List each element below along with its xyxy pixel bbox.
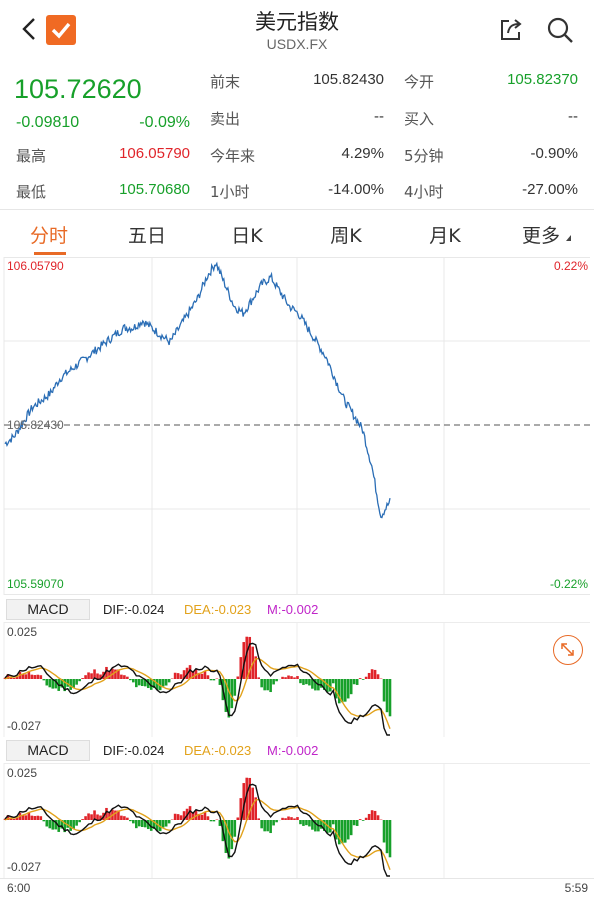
macd-dif-line <box>4 783 390 877</box>
tab-more[interactable]: 更多 <box>521 225 560 247</box>
price-change-pct: -0.09% <box>139 114 190 131</box>
chart-grid <box>3 257 590 595</box>
sell-label: 卖出 <box>210 110 241 128</box>
tab-bar-divider <box>0 209 594 210</box>
pct-axis-top-label: 0.22% <box>553 259 588 273</box>
open-label: 今开 <box>404 73 435 91</box>
prev-close-value: 105.82430 <box>313 71 384 88</box>
low-value: 105.70680 <box>119 181 190 198</box>
ytd-label: 今年来 <box>210 147 256 165</box>
buy-value: -- <box>568 108 578 125</box>
macd-panel-1: MACD DIF:-0.024 DEA:-0.023 M:-0.002 0.02… <box>0 597 594 737</box>
share-icon[interactable] <box>497 16 525 44</box>
macd-grid <box>3 763 590 878</box>
search-icon[interactable] <box>545 15 575 45</box>
price-change: -0.09810 <box>16 114 80 131</box>
back-icon[interactable] <box>18 16 40 42</box>
macd-m: M:-0.002 <box>267 743 319 758</box>
h1-label: 1小时 <box>210 183 250 201</box>
high-label: 最高 <box>16 147 47 165</box>
macd-chart-2 <box>3 763 590 878</box>
y-axis-top-label: 106.05790 <box>7 259 64 273</box>
page-subtitle: USDX.FX <box>266 36 328 52</box>
macd-top-label: 0.025 <box>7 766 38 780</box>
price-line <box>4 261 391 519</box>
macd-dea-line <box>4 798 391 870</box>
tab-monthly-k[interactable]: 月K <box>429 225 461 247</box>
h4-value: -27.00% <box>522 181 578 198</box>
last-price: 105.72620 <box>14 74 142 104</box>
y-axis-mid-label: 105.82430 <box>7 418 64 432</box>
pct-axis-bottom-label: -0.22% <box>549 577 588 591</box>
tab-weekly-k[interactable]: 周K <box>330 225 362 247</box>
expand-icon[interactable] <box>553 635 583 665</box>
macd-bottom-label: -0.027 <box>7 719 42 733</box>
y-axis-bottom-label: 105.59070 <box>7 577 64 591</box>
low-label: 最低 <box>16 183 47 201</box>
tab-daily-k[interactable]: 日K <box>231 225 263 247</box>
bottom-divider <box>0 878 594 879</box>
sell-value: -- <box>374 108 384 125</box>
high-value: 106.05790 <box>119 145 190 162</box>
macd-dif-line <box>4 642 390 736</box>
page-title: 美元指数 <box>255 10 339 34</box>
x-axis-end-label: 5:59 <box>564 881 588 895</box>
macd-indicator-button[interactable]: MACD <box>6 740 90 761</box>
tab-active-indicator <box>34 252 66 255</box>
macd-panel-2: MACD DIF:-0.024 DEA:-0.023 M:-0.002 0.02… <box>0 738 594 878</box>
tab-five-day[interactable]: 五日 <box>127 225 166 247</box>
macd-dif: DIF:-0.024 <box>103 602 165 617</box>
tab-intraday[interactable]: 分时 <box>29 225 68 247</box>
selected-checkbox-icon[interactable] <box>46 15 76 45</box>
macd-dea: DEA:-0.023 <box>184 602 252 617</box>
prev-close-label: 前末 <box>210 73 241 91</box>
open-value: 105.82370 <box>507 71 578 88</box>
macd-bottom-label: -0.027 <box>7 860 42 874</box>
more-caret-icon <box>566 235 571 241</box>
macd-top-label: 0.025 <box>7 625 38 639</box>
macd-dea-line <box>4 657 391 729</box>
x-axis-start-label: 6:00 <box>7 881 31 895</box>
m5-label: 5分钟 <box>404 147 444 165</box>
macd-chart-1 <box>3 622 590 737</box>
h1-value: -14.00% <box>328 181 384 198</box>
macd-dif: DIF:-0.024 <box>103 743 165 758</box>
macd-grid <box>3 622 590 737</box>
m5-value: -0.90% <box>530 145 578 162</box>
intraday-chart[interactable] <box>0 257 594 595</box>
macd-indicator-button[interactable]: MACD <box>6 599 90 620</box>
ytd-value: 4.29% <box>341 145 384 162</box>
macd-m: M:-0.002 <box>267 602 319 617</box>
h4-label: 4小时 <box>404 183 444 201</box>
buy-label: 买入 <box>404 110 435 128</box>
macd-dea: DEA:-0.023 <box>184 743 252 758</box>
